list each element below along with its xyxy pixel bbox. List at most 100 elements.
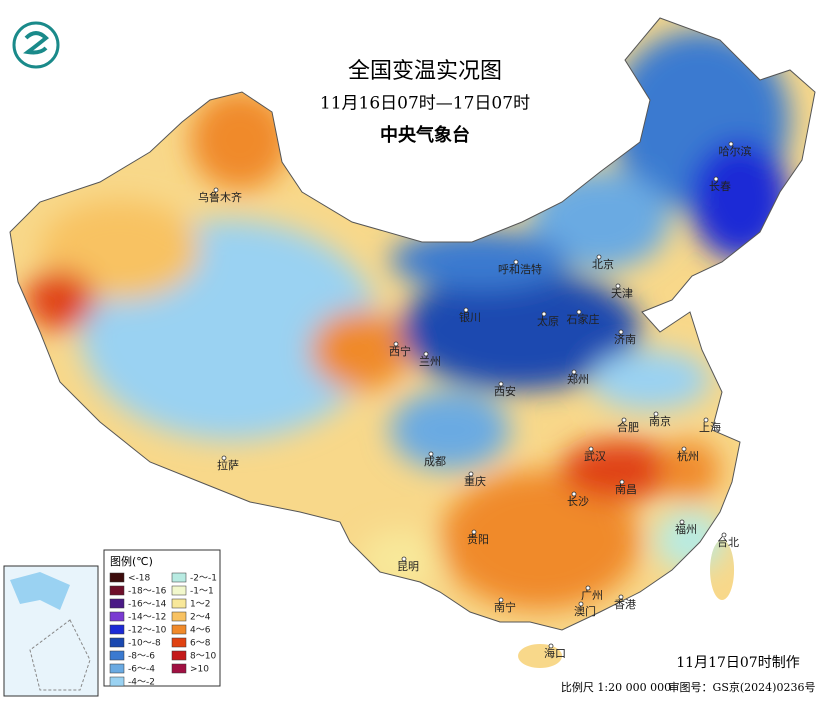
city-dot: [713, 176, 719, 182]
legend-swatch: [109, 624, 125, 635]
legend-swatch: [171, 624, 187, 635]
legend-swatch: [171, 637, 187, 648]
city-dot: [585, 585, 591, 591]
legend-label: 1～2: [190, 600, 210, 610]
city-label: 南京: [649, 414, 671, 428]
legend-swatch: [109, 585, 125, 596]
city-dot: [618, 594, 624, 600]
legend-label: -2～-1: [190, 574, 217, 584]
subtitle: 11月16日07时—17日07时: [320, 94, 530, 114]
city-dot: [541, 311, 547, 317]
city-dot: [513, 259, 519, 265]
city-label: 昆明: [397, 560, 419, 573]
city-label: 太原: [537, 315, 559, 328]
legend-label: 4～6: [190, 626, 211, 636]
title: 全国变温实况图: [348, 59, 502, 84]
legend-label: >10: [190, 665, 209, 675]
legend-swatch: [109, 650, 125, 661]
issuer: 中央气象台: [380, 124, 470, 146]
legend-swatch: [109, 572, 125, 583]
city-dot: [621, 417, 627, 423]
approval-number: 审图号：GS京(2024)0236号: [669, 680, 816, 694]
city-dot: [653, 411, 659, 417]
city-label: 成都: [424, 455, 446, 468]
city-label: 合肥: [617, 420, 639, 434]
city-label: 长沙: [567, 495, 589, 508]
city-label: 兰州: [419, 355, 441, 368]
logo: [12, 21, 60, 69]
city-dot: [703, 417, 709, 423]
city-label: 呼和浩特: [498, 262, 542, 276]
city-label: 贵阳: [467, 533, 489, 546]
city-label: 石家庄: [567, 312, 600, 326]
city-label: 长春: [709, 180, 731, 193]
city-label: 济南: [614, 332, 636, 346]
city-label: 西宁: [389, 344, 411, 358]
city-dot: [596, 254, 602, 260]
city-dot: [728, 141, 734, 147]
city-label: 澳门: [574, 604, 596, 618]
city-label: 北京: [592, 257, 614, 271]
city-dot: [393, 341, 399, 347]
city-label: 香港: [614, 598, 636, 611]
legend-label: -18～-16: [128, 587, 167, 597]
city-label: 哈尔滨: [719, 144, 752, 158]
city-dot: [471, 529, 477, 535]
city-dot: [213, 187, 219, 193]
legend-label: -16～-14: [128, 600, 167, 610]
legend-label: 2～4: [190, 613, 211, 623]
city-dot: [571, 369, 577, 375]
legend: 图例(℃) <-18 -18～-16 -16～-14 -14～-12 -12～-10 -1…: [103, 549, 221, 688]
city-label: 海口: [544, 646, 566, 660]
made-time: 11月17日07时制作: [676, 655, 799, 671]
legend-swatch: [171, 572, 187, 583]
city-dot: [221, 455, 227, 461]
legend-label: -6～-4: [128, 665, 155, 675]
city-label: 福州: [675, 522, 697, 536]
city-label: 广州: [581, 589, 603, 602]
city-dot: [618, 329, 624, 335]
legend-label: -1～1: [190, 587, 214, 597]
legend-swatch: [109, 663, 125, 674]
city-dot: [619, 479, 625, 485]
legend-swatch: [109, 598, 125, 609]
city-label: 银川: [459, 310, 481, 324]
city-dot: [615, 283, 621, 289]
legend-label: -4～-2: [128, 678, 155, 688]
scale: 比例尺 1:20 000 000: [561, 680, 671, 694]
border: [9, 17, 816, 631]
city-dot: [588, 446, 594, 452]
inset-map: [3, 565, 99, 697]
city-label: 天津: [611, 287, 633, 300]
legend-label: -8～-6: [128, 652, 155, 662]
city-label: 武汉: [584, 450, 606, 463]
legend-label: -14～-12: [128, 613, 166, 623]
legend-swatch: [171, 585, 187, 596]
city-label: 南昌: [615, 483, 637, 496]
legend-swatch: [171, 598, 187, 609]
legend-label: 6～8: [190, 639, 211, 649]
city-dot: [576, 309, 582, 315]
city-label: 西安: [494, 384, 516, 398]
legend-swatch: [171, 611, 187, 622]
city-label: 台北: [717, 535, 739, 549]
city-dot: [498, 597, 504, 603]
city-dot: [468, 471, 474, 477]
city-dot: [428, 451, 434, 457]
legend-title: 图例(℃): [110, 554, 153, 568]
legend-label: -10～-8: [128, 639, 161, 649]
city-label: 杭州: [677, 449, 699, 463]
city-label: 拉萨: [217, 458, 239, 472]
city-label: 上海: [699, 420, 721, 434]
city-label: 重庆: [464, 474, 486, 488]
legend-swatch: [171, 650, 187, 661]
legend-swatch: [109, 676, 125, 687]
city-label: 郑州: [567, 372, 589, 386]
city-dot: [721, 532, 727, 538]
legend-swatch: [171, 663, 187, 674]
city-dot: [498, 381, 504, 387]
city-dot: [679, 519, 685, 525]
city-dot: [578, 601, 584, 607]
